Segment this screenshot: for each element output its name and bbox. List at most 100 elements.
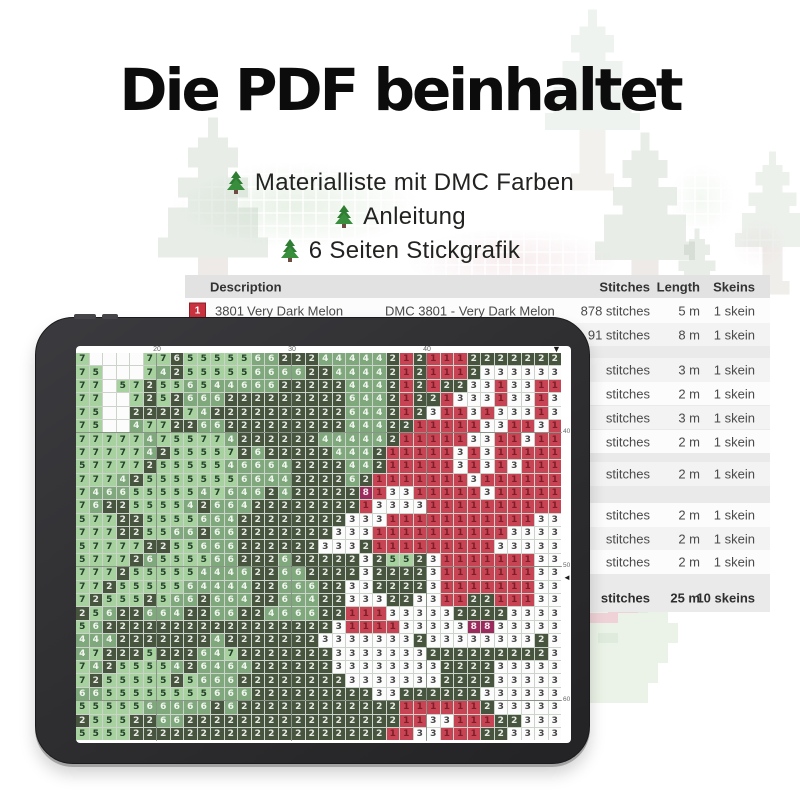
stitch-cell: 2 xyxy=(170,393,183,406)
stitch-cell: 6 xyxy=(224,500,237,513)
list-item: 6 Seiten Stickgrafik xyxy=(0,236,800,265)
stitch-cell: 6 xyxy=(238,379,251,393)
stitch-cell: 2 xyxy=(292,379,305,393)
stitch-cell: 1 xyxy=(481,580,494,594)
skeins-cell: 1 skein xyxy=(713,386,755,401)
stitch-cell: 1 xyxy=(494,567,507,580)
stitch-cell: 6 xyxy=(184,701,197,714)
stitch-cell: 2 xyxy=(278,727,291,741)
stitch-cell: 3 xyxy=(400,634,413,647)
stitch-cell: 2 xyxy=(454,687,467,701)
stitch-cell: 3 xyxy=(454,446,467,460)
stitch-cell: 4 xyxy=(170,607,183,620)
stitch-cell: 7 xyxy=(89,527,102,540)
stitch-cell: 3 xyxy=(440,620,453,634)
length-cell: 5 m xyxy=(678,303,700,318)
stitch-cell: 1 xyxy=(400,527,413,540)
stitch-cell: 4 xyxy=(238,594,251,607)
stitch-cell: 4 xyxy=(197,580,210,594)
stitch-cell: 2 xyxy=(184,727,197,741)
stitch-cell: 1 xyxy=(386,620,399,634)
stitch-cell: 4 xyxy=(224,379,237,393)
stitch-cell: 1 xyxy=(440,460,453,473)
stitch-cell: 1 xyxy=(467,540,480,553)
stitch-cell: 5 xyxy=(130,567,143,580)
stitch-cell: 6 xyxy=(265,460,278,473)
stitch-cell: 1 xyxy=(413,527,426,540)
stitch-cell: 2 xyxy=(130,473,143,486)
stitch-cell: 6 xyxy=(292,580,305,594)
stitch-cell: 2 xyxy=(454,379,467,393)
stitch-cell: 2 xyxy=(413,687,426,701)
stitch-cell: 7 xyxy=(116,553,129,567)
stitch-cell: 2 xyxy=(130,607,143,620)
stitch-cell: 1 xyxy=(440,500,453,513)
stitch-cell: 5 xyxy=(103,687,116,701)
stitch-cell: 2 xyxy=(103,660,116,674)
stitch-cell: 2 xyxy=(292,460,305,473)
stitch-cell: 7 xyxy=(130,460,143,473)
length-cell: 3 m xyxy=(678,362,700,378)
stitch-cell: 6 xyxy=(238,567,251,580)
stitch-cell: 6 xyxy=(197,393,210,406)
stitch-cell: 2 xyxy=(265,527,278,540)
stitch-cell: 7 xyxy=(157,419,170,433)
stitch-cell: 2 xyxy=(278,419,291,433)
stitch-cell: 1 xyxy=(521,580,534,594)
stitches-cell: 91 stitches xyxy=(587,327,650,342)
stitch-cell: 7 xyxy=(184,406,197,419)
stitch-cell: 2 xyxy=(76,607,89,620)
stitch-cell: 1 xyxy=(427,486,440,500)
stitch-cell: 2 xyxy=(332,553,345,567)
stitch-cell: 2 xyxy=(116,567,129,580)
color-code: 3801 xyxy=(215,303,244,318)
stitch-cell: 2 xyxy=(292,620,305,634)
stitch-cell: 7 xyxy=(76,660,89,674)
stitch-cell: 1 xyxy=(413,473,426,486)
stitch-cell: 4 xyxy=(373,406,386,419)
stitch-cell: 2 xyxy=(481,594,494,607)
stitch-cell: 3 xyxy=(508,660,521,674)
stitch-cell: 4 xyxy=(373,379,386,393)
stitch-cell: 2 xyxy=(265,406,278,419)
stitch-cell: 2 xyxy=(184,620,197,634)
stitch-cell: 2 xyxy=(157,727,170,741)
stitch-cell: 2 xyxy=(130,553,143,567)
stitch-cell: 3 xyxy=(508,540,521,553)
stitch-cell: 4 xyxy=(76,647,89,660)
stitch-cell: 3 xyxy=(400,607,413,620)
stitch-cell: 5 xyxy=(143,674,156,687)
stitch-cell: 5 xyxy=(157,500,170,513)
stitch-cell: 2 xyxy=(224,393,237,406)
stitch-cell: 6 xyxy=(157,607,170,620)
stitch-cell: 3 xyxy=(548,553,561,567)
stitch-cell: 5 xyxy=(103,714,116,727)
stitch-cell: 2 xyxy=(251,580,264,594)
stitch-cell: 1 xyxy=(373,527,386,540)
stitch-cell: 4 xyxy=(224,460,237,473)
stitch-cell: 3 xyxy=(521,406,534,419)
stitch-cell: 2 xyxy=(305,647,318,660)
stitch-cell xyxy=(116,419,129,433)
stitch-cell: 1 xyxy=(467,446,480,460)
stitch-cell: 1 xyxy=(359,607,372,620)
stitch-cell: 3 xyxy=(494,634,507,647)
stitch-cell: 7 xyxy=(157,353,170,366)
stitch-cell: 3 xyxy=(481,634,494,647)
stitch-cell: 3 xyxy=(521,527,534,540)
stitch-cell: 2 xyxy=(319,473,332,486)
stitch-cell: 2 xyxy=(508,353,521,366)
stitch-cell: 5 xyxy=(76,701,89,714)
stitch-cell: 5 xyxy=(89,607,102,620)
stitch-cell: 5 xyxy=(170,500,183,513)
stitch-cell: 2 xyxy=(157,406,170,419)
stitch-cell: 3 xyxy=(386,486,399,500)
stitch-cell: 6 xyxy=(251,473,264,486)
stitch-cell: 1 xyxy=(440,446,453,460)
stitch-cell: 2 xyxy=(467,594,480,607)
stitch-cell: 2 xyxy=(116,527,129,540)
stitch-cell: 2 xyxy=(143,620,156,634)
stitches-cell: stitches xyxy=(605,410,650,425)
stitch-cell: 6 xyxy=(170,701,183,714)
stitch-cell: 3 xyxy=(346,634,359,647)
